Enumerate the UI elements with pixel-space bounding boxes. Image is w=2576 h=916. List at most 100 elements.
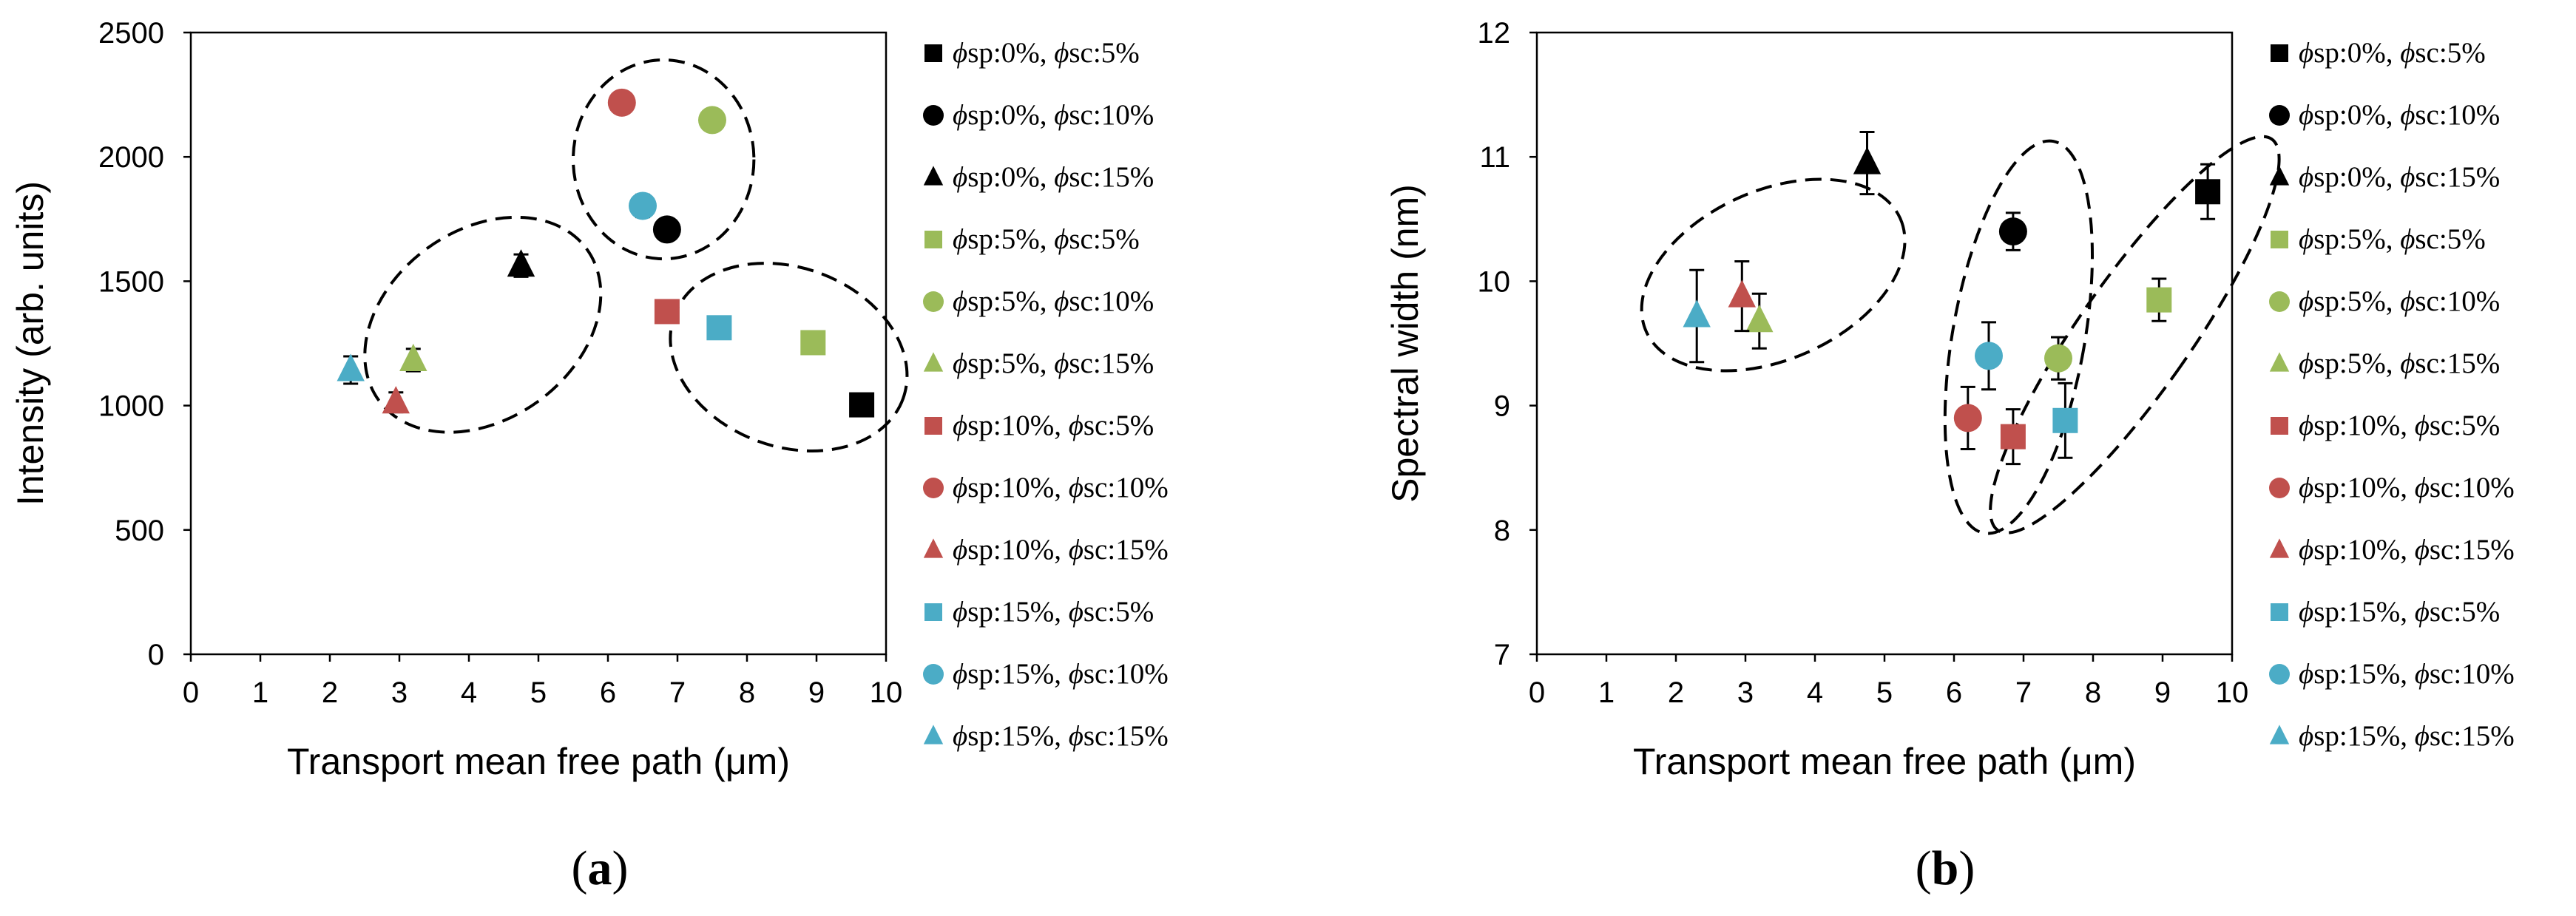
legend-marker-7 — [2271, 417, 2288, 435]
data-point-11 — [629, 191, 657, 220]
x-tick-label: 10 — [870, 676, 903, 709]
y-tick-label: 7 — [1494, 639, 1510, 671]
legend-entry-3: ϕsp:0%, ϕsc:15% — [953, 161, 1154, 193]
data-point-8 — [607, 88, 636, 117]
x-tick-label: 4 — [461, 676, 477, 709]
data-point-10 — [2052, 407, 2078, 433]
x-tick-label: 7 — [2015, 676, 2032, 709]
x-tick-label: 8 — [2085, 676, 2101, 709]
y-tick-label: 1500 — [98, 265, 164, 298]
legend-marker-12 — [2269, 725, 2290, 744]
legend-marker-5 — [923, 291, 944, 312]
x-tick-label: 5 — [1876, 676, 1893, 709]
legend-entry-8: ϕsp:10%, ϕsc:10% — [2299, 472, 2515, 503]
legend: ϕsp:0%, ϕsc:5% ϕsp:0%, ϕsc:10% ϕsp:0%, ϕsc… — [923, 37, 1169, 752]
x-tick-label: 9 — [2154, 676, 2171, 709]
data-point-4 — [2146, 287, 2172, 313]
y-tick-label: 500 — [115, 515, 164, 547]
legend-marker-1 — [2271, 44, 2288, 62]
x-tick-label: 3 — [1737, 676, 1754, 709]
legend-entry-11: ϕsp:15%, ϕsc:10% — [2299, 658, 2515, 690]
legend-entry-7: ϕsp:10%, ϕsc:5% — [2299, 410, 2500, 441]
panel-label: (a) — [572, 841, 629, 895]
data-point-6 — [399, 343, 427, 372]
x-tick-label: 6 — [1946, 676, 1962, 709]
y-tick-label: 9 — [1494, 390, 1510, 423]
group-ellipse-3 — [669, 262, 909, 452]
y-tick-label: 12 — [1478, 17, 1511, 50]
y-tick-label: 2000 — [98, 141, 164, 174]
data-point-9 — [1728, 279, 1756, 308]
x-tick-label: 7 — [669, 676, 686, 709]
y-tick-label: 2500 — [98, 17, 164, 50]
legend-marker-1 — [924, 44, 942, 62]
y-tick-label: 1000 — [98, 390, 164, 423]
legend-marker-6 — [923, 352, 944, 372]
legend-entry-1: ϕsp:0%, ϕsc:5% — [953, 37, 1140, 69]
x-tick-label: 2 — [322, 676, 338, 709]
data-point-10 — [706, 315, 732, 341]
data-point-12 — [337, 353, 365, 381]
legend-marker-10 — [924, 603, 942, 621]
x-tick-label: 2 — [1668, 676, 1684, 709]
x-tick-label: 1 — [252, 676, 268, 709]
data-point-2 — [652, 215, 681, 244]
x-tick-label: 8 — [739, 676, 755, 709]
legend-marker-9 — [2269, 538, 2290, 558]
legend-marker-3 — [923, 166, 944, 186]
legend-marker-6 — [2269, 352, 2290, 372]
legend-entry-2: ϕsp:0%, ϕsc:10% — [953, 99, 1154, 131]
data-point-1 — [2195, 179, 2221, 205]
legend-entry-5: ϕsp:5%, ϕsc:10% — [953, 285, 1154, 317]
legend-entry-9: ϕsp:10%, ϕsc:15% — [953, 534, 1169, 566]
x-tick-label: 1 — [1598, 676, 1615, 709]
group-ellipse-2 — [1943, 139, 2095, 535]
legend-entry-3: ϕsp:0%, ϕsc:15% — [2299, 161, 2500, 193]
data-point-11 — [1975, 342, 2003, 370]
x-tick-label: 6 — [600, 676, 616, 709]
x-axis-title: Transport mean free path (μm) — [287, 741, 790, 782]
y-tick-label: 8 — [1494, 515, 1510, 547]
legend-marker-3 — [2269, 166, 2290, 186]
group-ellipse-2 — [572, 58, 756, 261]
legend-marker-10 — [2271, 603, 2288, 621]
x-tick-label: 5 — [530, 676, 547, 709]
legend: ϕsp:0%, ϕsc:5% ϕsp:0%, ϕsc:10% ϕsp:0%, ϕsc… — [2269, 37, 2515, 752]
y-tick-label: 0 — [148, 639, 164, 671]
legend-marker-9 — [923, 538, 944, 558]
legend-entry-6: ϕsp:5%, ϕsc:15% — [953, 347, 1154, 379]
legend-entry-11: ϕsp:15%, ϕsc:10% — [953, 658, 1169, 690]
legend-marker-4 — [924, 231, 942, 248]
x-tick-label: 10 — [2216, 676, 2249, 709]
legend-marker-12 — [923, 725, 944, 744]
x-tick-label: 9 — [808, 676, 825, 709]
plot-frame — [189, 31, 888, 656]
legend-marker-8 — [923, 478, 944, 498]
x-tick-label: 0 — [1529, 676, 1545, 709]
data-point-8 — [1953, 404, 1982, 432]
x-tick-label: 0 — [183, 676, 199, 709]
data-point-5 — [698, 106, 726, 135]
data-point-3 — [1853, 146, 1882, 174]
data-point-2 — [1998, 217, 2027, 246]
legend-entry-2: ϕsp:0%, ϕsc:10% — [2299, 99, 2500, 131]
legend-entry-5: ϕsp:5%, ϕsc:10% — [2299, 285, 2500, 317]
legend-entry-12: ϕsp:15%, ϕsc:15% — [2299, 720, 2515, 752]
legend-entry-8: ϕsp:10%, ϕsc:10% — [953, 472, 1169, 503]
x-axis-title: Transport mean free path (μm) — [1633, 741, 2136, 782]
legend-entry-4: ϕsp:5%, ϕsc:5% — [2299, 223, 2486, 255]
legend-entry-9: ϕsp:10%, ϕsc:15% — [2299, 534, 2515, 566]
data-point-9 — [382, 386, 410, 414]
legend-marker-5 — [2269, 291, 2290, 312]
data-point-6 — [1745, 305, 1774, 333]
legend-marker-2 — [923, 105, 944, 126]
plot-frame — [1535, 31, 2234, 656]
legend-entry-7: ϕsp:10%, ϕsc:5% — [953, 410, 1154, 441]
group-ellipse-1 — [363, 215, 603, 434]
y-axis-title: Spectral width (nm) — [1385, 184, 1426, 503]
legend-marker-4 — [2271, 231, 2288, 248]
legend-marker-8 — [2269, 478, 2290, 498]
group-ellipse-1 — [1640, 177, 1907, 373]
